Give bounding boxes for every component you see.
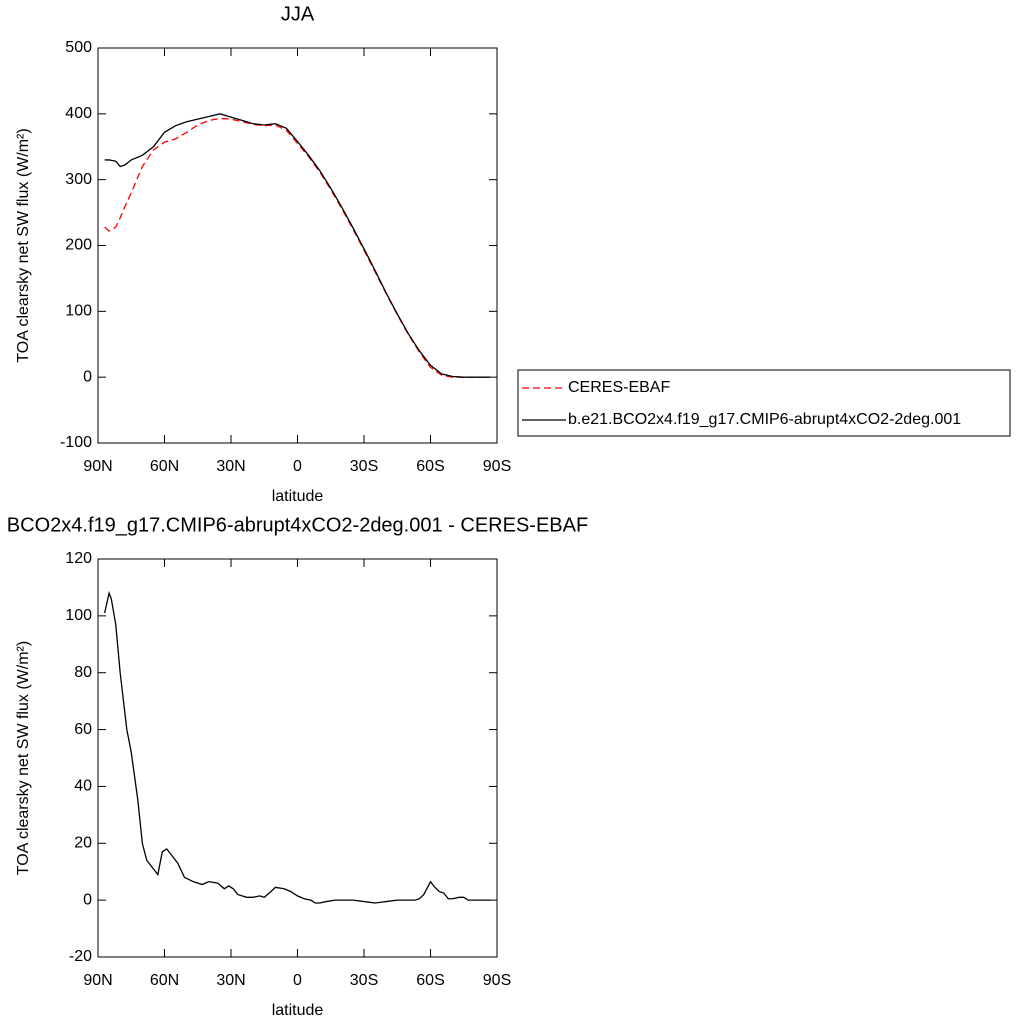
y-tick-label: -100 [60,434,92,451]
data-line [104,113,491,378]
data-line [104,590,491,904]
chart-title: JJA [281,3,315,25]
y-axis-label: TOA clearsky net SW flux (W/m²) [15,128,32,362]
x-tick-label: 60N [150,458,179,475]
chart-title: BCO2x4.f19_g17.CMIP6-abrupt4xCO2-2deg.00… [7,514,588,536]
y-tick-label: 500 [65,39,92,56]
x-axis-label: latitude [272,1002,324,1019]
legend-box [517,369,1011,437]
y-tick-label: 200 [65,237,92,254]
legend-label: b.e21.BCO2x4.f19_g17.CMIP6-abrupt4xCO2-2… [568,411,961,428]
x-tick-label: 90S [483,458,511,475]
y-tick-label: 20 [74,835,92,852]
x-tick-label: 90N [83,972,112,989]
y-tick-label: 100 [65,607,92,624]
x-tick-label: 30N [216,458,245,475]
y-tick-label: 300 [65,171,92,188]
x-tick-label: 30S [350,458,378,475]
y-tick-label: 0 [83,891,92,908]
x-tick-label: 30N [216,972,245,989]
legend-label: CERES-EBAF [568,379,670,396]
x-tick-label: 0 [293,458,302,475]
x-tick-label: 90S [483,972,511,989]
x-tick-label: 30S [350,972,378,989]
y-tick-label: 120 [65,550,92,567]
x-tick-label: 60S [416,972,444,989]
y-tick-label: 400 [65,105,92,122]
y-tick-label: -20 [69,948,92,965]
y-tick-label: 80 [74,664,92,681]
x-axis-label: latitude [272,488,324,505]
plot-frame [97,558,498,958]
x-tick-label: 90N [83,458,112,475]
x-tick-label: 60S [416,458,444,475]
y-axis-label: TOA clearsky net SW flux (W/m²) [15,641,32,875]
y-tick-label: 60 [74,721,92,738]
data-line [104,117,491,378]
y-tick-label: 40 [74,778,92,795]
x-tick-label: 60N [150,972,179,989]
y-tick-label: 100 [65,303,92,320]
x-tick-label: 0 [293,972,302,989]
plot-frame [97,47,498,444]
y-tick-label: 0 [83,368,92,385]
